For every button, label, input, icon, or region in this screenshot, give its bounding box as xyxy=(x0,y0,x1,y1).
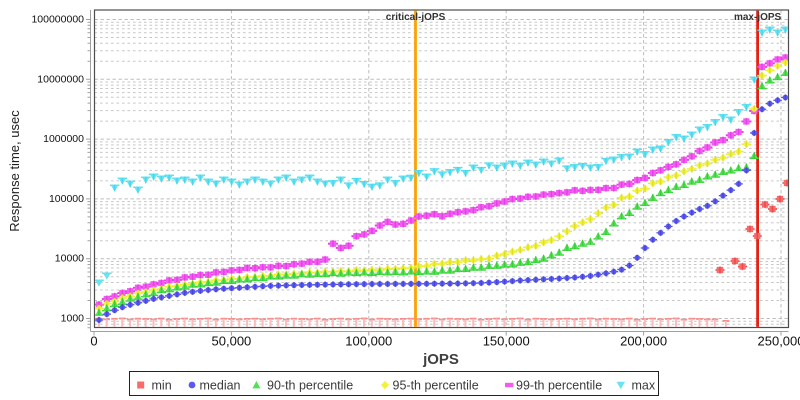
svg-text:10000: 10000 xyxy=(55,253,84,265)
svg-text:min: min xyxy=(152,379,172,393)
svg-text:10000000: 10000000 xyxy=(37,73,84,85)
svg-text:jOPS: jOPS xyxy=(422,351,459,368)
svg-text:99-th percentile: 99-th percentile xyxy=(516,379,602,393)
svg-text:100000000: 100000000 xyxy=(31,14,84,26)
svg-text:95-th percentile: 95-th percentile xyxy=(393,379,479,393)
svg-text:1000000: 1000000 xyxy=(43,133,84,145)
svg-text:100000: 100000 xyxy=(49,193,84,205)
svg-text:200,000: 200,000 xyxy=(620,334,667,349)
svg-text:median: median xyxy=(200,379,241,393)
svg-text:critical-jOPS: critical-jOPS xyxy=(386,12,446,23)
svg-text:100,000: 100,000 xyxy=(345,334,392,349)
svg-text:50,000: 50,000 xyxy=(212,334,252,349)
svg-text:150,000: 150,000 xyxy=(483,334,530,349)
svg-text:90-th percentile: 90-th percentile xyxy=(267,379,353,393)
svg-text:max: max xyxy=(632,379,656,393)
svg-text:max-jOPS: max-jOPS xyxy=(734,12,782,23)
svg-text:1000: 1000 xyxy=(61,313,85,325)
svg-text:250,000: 250,000 xyxy=(758,334,800,349)
svg-text:Response time, usec: Response time, usec xyxy=(7,110,22,232)
svg-text:0: 0 xyxy=(90,334,97,349)
